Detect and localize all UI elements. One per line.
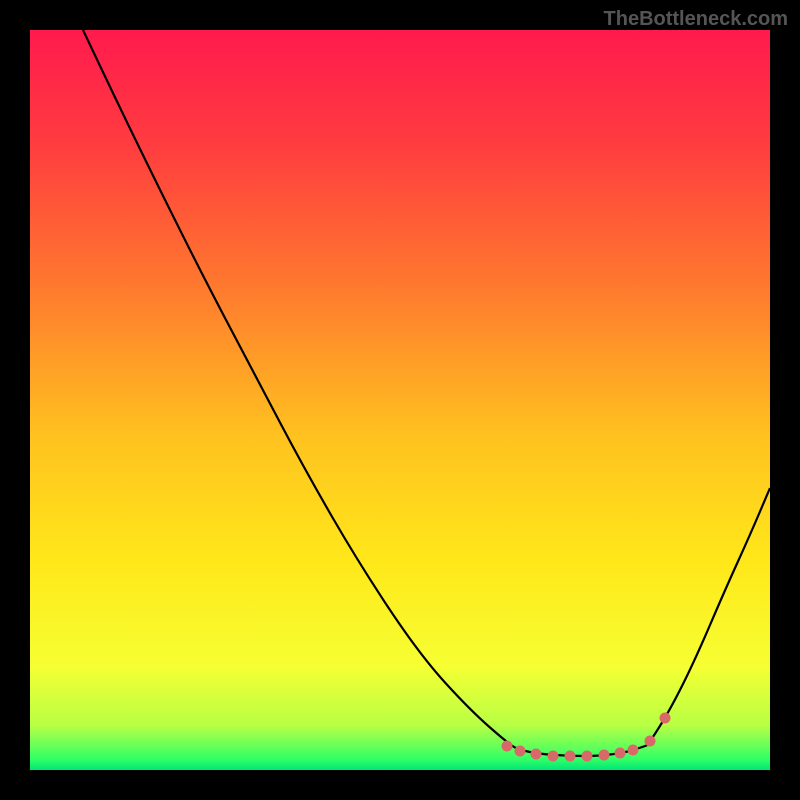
plot-area: [30, 30, 770, 770]
data-marker: [660, 713, 671, 724]
data-marker: [531, 749, 542, 760]
data-marker: [645, 736, 656, 747]
data-marker: [548, 751, 559, 762]
data-marker: [515, 746, 526, 757]
data-marker: [628, 745, 639, 756]
chart-svg: [30, 30, 770, 770]
watermark-text: TheBottleneck.com: [604, 8, 788, 31]
data-marker: [599, 750, 610, 761]
data-marker: [615, 748, 626, 759]
data-marker: [582, 751, 593, 762]
data-marker: [502, 741, 513, 752]
gradient-background: [30, 30, 770, 770]
data-marker: [565, 751, 576, 762]
chart-container: TheBottleneck.com: [0, 0, 800, 800]
